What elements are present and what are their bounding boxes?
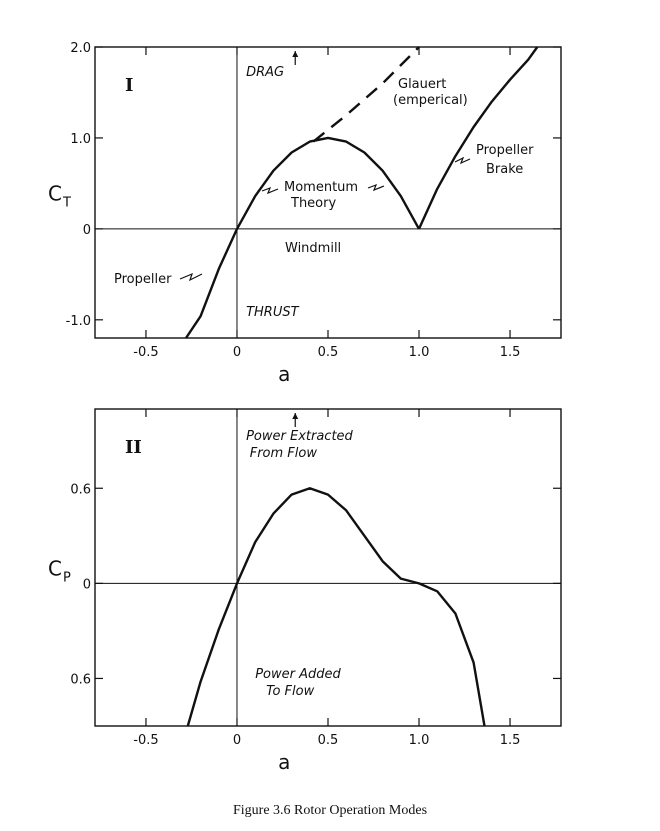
annotation-power-extracted-sub: From Flow bbox=[250, 446, 318, 461]
panel-ii-x-tick-label: -0.5 bbox=[133, 733, 158, 748]
panel-ii-y-tick-label: 0 bbox=[83, 577, 91, 592]
panel-i-x-tick-label: 1.5 bbox=[500, 345, 521, 360]
panel-i-roman-numeral: I bbox=[125, 75, 133, 96]
panel-i-y-tick-label: 0 bbox=[83, 223, 91, 238]
figure-caption: Figure 3.6 Rotor Operation Modes bbox=[232, 803, 428, 818]
annotation-power-extracted: Power Extracted bbox=[246, 429, 353, 444]
panel-ii-y-tick-label: 0.6 bbox=[70, 672, 91, 687]
panel-i-curve-propeller-brake bbox=[417, 46, 539, 230]
panel-ii-up-arrow-head bbox=[292, 413, 299, 419]
panel-i-x-tick-label: 0.5 bbox=[318, 345, 339, 360]
figure-canvas: -0.5 0 0.5 1.0 1.5-1.001.02.0aC TIDRAGTHRUSTG… bbox=[48, 41, 562, 774]
panel-i-x-tick-label: -0.5 bbox=[133, 345, 158, 360]
annotation-propeller-brake: Propeller bbox=[476, 143, 534, 158]
annotation-power-added-sub: To Flow bbox=[266, 684, 314, 699]
leader-momentum-right bbox=[367, 183, 385, 192]
leader-momentum-left bbox=[261, 186, 279, 195]
leader-propeller-brake bbox=[454, 156, 471, 165]
panel-i-curve-momentum-theory bbox=[185, 136, 421, 339]
panel-ii-x-tick-label: 1.0 bbox=[409, 733, 430, 748]
panel-i-x-tick-label: 1.0 bbox=[409, 345, 430, 360]
panel-ii-x-tick-label: 1.5 bbox=[500, 733, 521, 748]
annotation-momentum: Momentum bbox=[284, 180, 358, 195]
panel-i-y-axis-subscript: T bbox=[62, 196, 71, 211]
panel-i-x-axis-label: a bbox=[278, 362, 290, 386]
annotation-propeller-brake-sub: Brake bbox=[486, 162, 523, 177]
panel-ii-roman-numeral: II bbox=[125, 437, 142, 458]
annotation-propeller: Propeller bbox=[114, 272, 172, 287]
leader-propeller bbox=[179, 272, 203, 282]
panel-i-up-arrow-head bbox=[292, 51, 299, 57]
panel-i-y-tick-label: 2.0 bbox=[70, 41, 91, 56]
annotation-power-added: Power Added bbox=[255, 667, 341, 682]
panel-ii-x-tick-label: 0.5 bbox=[318, 733, 339, 748]
annotation-thrust: THRUST bbox=[246, 305, 300, 320]
panel-i-y-axis-label: C bbox=[48, 182, 62, 206]
panel-ii-x-tick-label: 0 bbox=[233, 733, 241, 748]
panel-i-x-tick-label: 0 bbox=[233, 345, 241, 360]
annotation-windmill: Windmill bbox=[285, 241, 341, 256]
annotation-drag: DRAG bbox=[246, 65, 284, 80]
panel-i-y-tick-label: 1.0 bbox=[70, 132, 91, 147]
panel-ii-y-axis-subscript: P bbox=[63, 571, 71, 586]
panel-i-y-tick-label: -1.0 bbox=[66, 314, 91, 329]
panel-ii-y-tick-label: 0.6 bbox=[70, 482, 91, 497]
panel-i-curve-glauert-emperical bbox=[312, 46, 420, 143]
panel-ii-x-axis-label: a bbox=[278, 750, 290, 774]
panel-ii-curve-c-p bbox=[186, 487, 486, 727]
annotation-glauert-sub: (emperical) bbox=[393, 93, 468, 108]
annotation-momentum-sub: Theory bbox=[290, 196, 336, 211]
panel-ii-y-axis-label: C bbox=[48, 557, 62, 581]
annotation-glauert: Glauert bbox=[398, 77, 446, 92]
